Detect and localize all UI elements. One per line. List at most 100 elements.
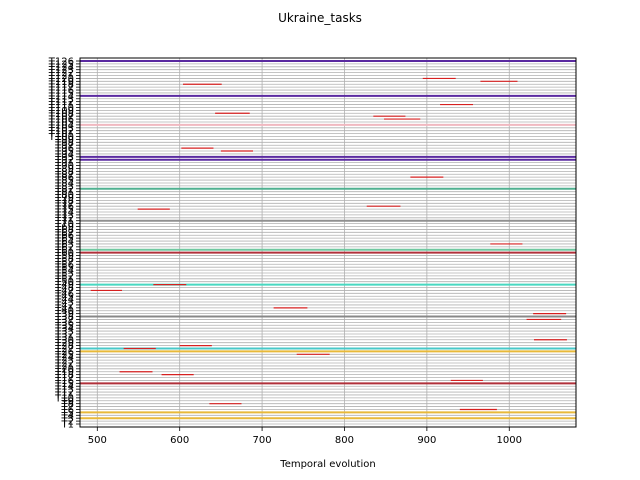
y-tick-label: T81 [54,187,74,198]
y-tick-label: T116 [48,86,74,97]
y-tick-label: T122 [48,68,74,79]
y-tick-label: T22 [54,359,74,370]
y-tick-label: T30 [54,335,74,346]
y-tick-label: T46 [54,289,74,300]
y-tick-label: T25 [54,350,74,361]
y-tick-label: T59 [54,251,74,262]
y-tick-label: T52 [54,271,74,282]
y-tick-label: T37 [54,315,74,326]
x-tick-label: 800 [335,435,354,446]
x-tick-label: 700 [253,435,272,446]
y-tick-label: T108 [48,109,74,120]
y-tick-label: T86 [54,173,74,184]
y-tick-label: T50 [54,277,74,288]
task-bars [90,77,567,411]
y-tick-label: T3 [61,414,74,425]
x-tick-label: 900 [417,435,436,446]
y-tick-label: T88 [54,167,74,178]
y-tick-label: T109 [48,106,74,117]
y-tick-label: T12 [54,388,74,399]
y-tick-label: T94 [54,149,74,160]
y-tick-label: T113 [48,94,74,105]
y-tick-label: T63 [54,239,74,250]
y-tick-label: T119 [48,77,74,88]
y-tick-label: T48 [54,283,74,294]
y-tick-label: T96 [54,144,74,155]
chart-title: Ukraine_tasks [278,11,362,25]
y-tick-label: T99 [54,135,74,146]
y-tick-label: T10 [54,393,74,404]
y-tick-label: T51 [54,274,74,285]
y-tick-label: T101 [48,129,74,140]
y-tick-label: T14 [54,382,74,393]
y-tick-label: T23 [54,356,74,367]
y-tick-label: T42 [54,300,74,311]
y-tick-label: T34 [54,324,74,335]
y-tick-label: T71 [54,216,74,227]
y-tick-label: T26 [54,347,74,358]
y-tick-label: T114 [48,91,74,102]
y-tick-label: T120 [48,74,74,85]
y-tick-label: T104 [48,120,74,131]
y-tick-label: T19 [54,367,74,378]
y-tick-label: T16 [54,376,74,387]
y-tick-label: T97 [54,141,74,152]
y-tick-label: T58 [54,254,74,265]
y-tick-label: T84 [54,178,74,189]
y-tick-label: T60 [54,248,74,259]
y-tick-label: T38 [54,312,74,323]
y-tick-label: T65 [54,234,74,245]
y-tick-label: T95 [54,147,74,158]
y-tick-label: T78 [54,196,74,207]
y-axis: T1T2T3T4T5T6T7T8T9T10T11T12T13T14T15T16T… [48,57,80,431]
y-tick-label: T77 [54,199,74,210]
y-tick-label: T67 [54,228,74,239]
y-tick-label: T66 [54,231,74,242]
y-tick-label: T62 [54,242,74,253]
y-tick-label: T111 [48,100,74,111]
y-tick-label: T15 [54,379,74,390]
y-tick-label: T53 [54,268,74,279]
y-tick-label: T27 [54,344,74,355]
y-tick-label: T1 [61,420,74,431]
y-tick-label: T31 [54,332,74,343]
y-tick-label: T64 [54,237,74,248]
y-tick-label: T43 [54,298,74,309]
y-tick-label: T118 [48,80,74,91]
y-tick-label: T56 [54,260,74,271]
y-tick-label: T102 [48,126,74,137]
y-tick-label: T57 [54,257,74,268]
y-tick-label: T110 [48,103,74,114]
y-tick-label: T13 [54,385,74,396]
y-tick-label: T69 [54,222,74,233]
y-tick-label: T44 [54,295,74,306]
y-tick-label: T89 [54,164,74,175]
y-tick-label: T74 [54,208,74,219]
y-tick-label: T76 [54,202,74,213]
y-tick-label: T125 [48,59,74,70]
y-tick-label: T35 [54,321,74,332]
y-tick-label: T126 [48,57,74,68]
y-tick-label: T20 [54,364,74,375]
y-tick-label: T112 [48,97,74,108]
task-lines [80,60,576,420]
grid [80,58,576,427]
y-tick-label: T4 [61,411,74,422]
y-tick-label: T93 [54,152,74,163]
y-tick-label: T90 [54,161,74,172]
y-tick-label: T21 [54,361,74,372]
y-tick-label: T40 [54,306,74,317]
y-tick-label: T47 [54,286,74,297]
y-tick-label: T123 [48,65,74,76]
y-tick-label: T115 [48,88,74,99]
plot-frame [79,57,577,428]
x-axis: 500 600 700 800 900 1000 [88,427,522,446]
y-tick-label: T5 [61,408,74,419]
y-tick-label: T91 [54,158,74,169]
y-tick-label: T98 [54,138,74,149]
y-tick-label: T103 [48,123,74,134]
y-tick-label: T55 [54,263,74,274]
y-tick-label: T79 [54,193,74,204]
y-tick-label: T54 [54,266,74,277]
y-tick-label: T39 [54,309,74,320]
